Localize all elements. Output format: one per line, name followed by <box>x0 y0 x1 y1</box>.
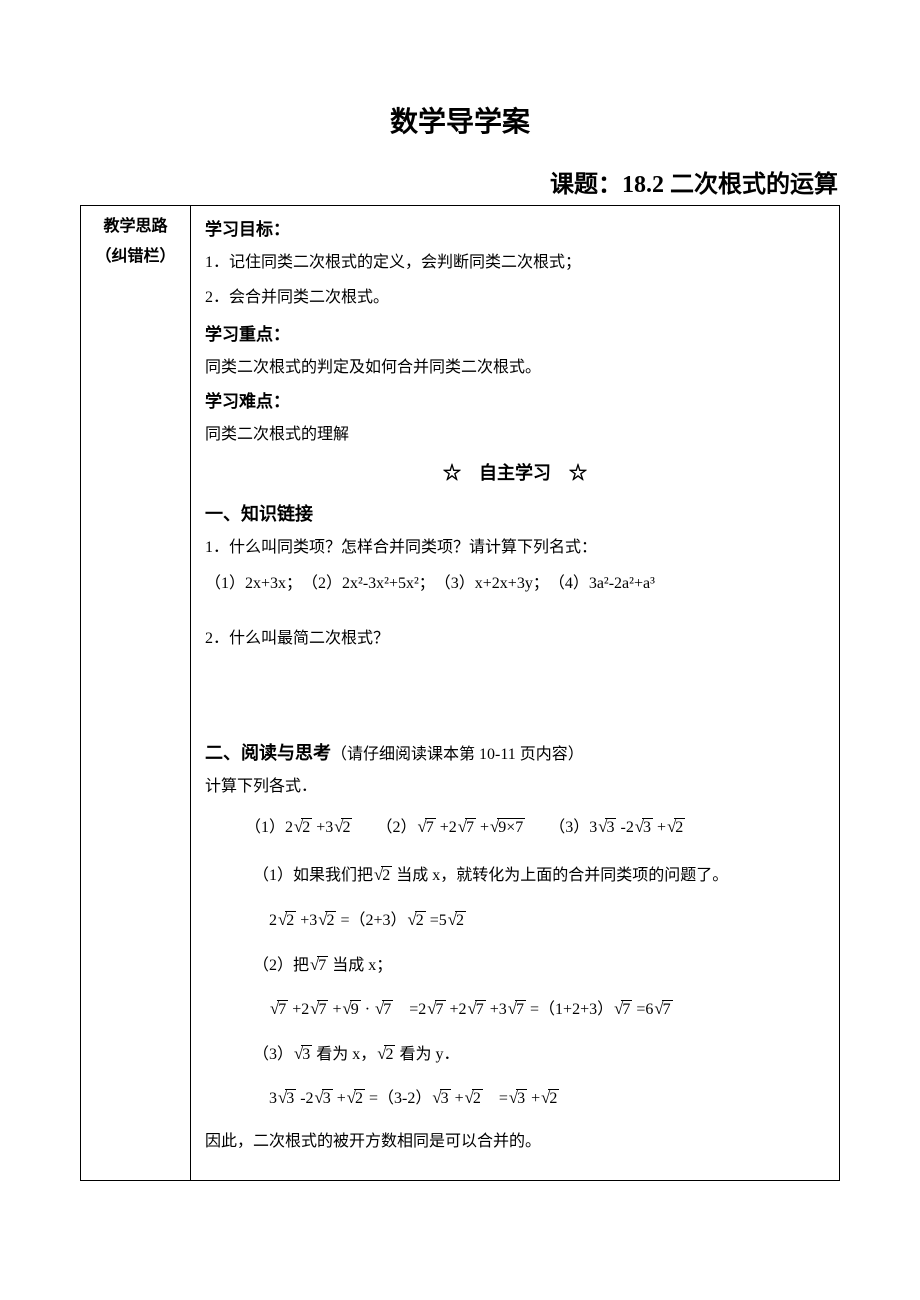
left-line1: 教学思路 <box>91 212 180 242</box>
step3-text-b: 看为 x， <box>316 1046 376 1063</box>
conclusion: 因此，二次根式的被开方数相同是可以合并的。 <box>205 1127 825 1157</box>
step2-text-a: （2）把 <box>253 957 309 974</box>
section1-head: 一、知识链接 <box>205 497 825 531</box>
objective-1: 1．记住同类二次根式的定义，会判断同类二次根式； <box>205 248 825 278</box>
eq3: 33 -23 +2 =（3-2）3 +2 =3 +2 <box>269 1080 825 1117</box>
left-column: 教学思路 （纠错栏） <box>81 206 191 1181</box>
step2-line: （2）把7 当成 x； <box>253 949 825 981</box>
objectives-head: 学习目标： <box>205 214 825 246</box>
section1-q2: 2．什么叫最简二次根式？ <box>205 624 825 654</box>
section2-intro: 计算下列各式． <box>205 772 825 802</box>
step1-line: （1）如果我们把2 当成 x，就转化为上面的合并同类项的问题了。 <box>253 859 825 891</box>
focus-head: 学习重点： <box>205 319 825 351</box>
section2-head-line: 二、阅读与思考（请仔细阅读课本第 10-11 页内容） <box>205 736 825 770</box>
step3-text-a: （3） <box>253 1046 293 1063</box>
section2-head: 二、阅读与思考 <box>205 743 331 763</box>
section1-q1: 1．什么叫同类项？怎样合并同类项？请计算下列名式： <box>205 533 825 563</box>
step3-line: （3）3 看为 x，2 看为 y． <box>253 1038 825 1070</box>
section2-note: （请仔细阅读课本第 10-11 页内容） <box>331 746 584 763</box>
problems-line: （1）22 +32 （2）7 +27 +9×7 （3）33 -23 +2 <box>245 811 825 843</box>
difficulty-head: 学习难点： <box>205 386 825 418</box>
difficulty-text: 同类二次根式的理解 <box>205 420 825 450</box>
focus-text: 同类二次根式的判定及如何合并同类二次根式。 <box>205 353 825 383</box>
section1-items: （1）2x+3x； （2）2x²-3x²+5x²； （3）x+2x+3y； （4… <box>205 569 825 599</box>
step3-text-c: 看为 y． <box>399 1046 459 1063</box>
content-table: 教学思路 （纠错栏） 学习目标： 1．记住同类二次根式的定义，会判断同类二次根式… <box>80 205 840 1181</box>
eq2: 7 +27 +9 · 7 =27 +27 +37 =（1+2+3）7 =67 <box>269 991 825 1028</box>
right-column: 学习目标： 1．记住同类二次根式的定义，会判断同类二次根式； 2．会合并同类二次… <box>191 206 840 1181</box>
page-subtitle: 课题：18.2 二次根式的运算 <box>80 164 840 199</box>
step1-text-a: （1）如果我们把 <box>253 867 373 884</box>
left-line2: （纠错栏） <box>91 242 180 272</box>
objective-2: 2．会合并同类二次根式。 <box>205 283 825 313</box>
step2-text-b: 当成 x； <box>332 957 392 974</box>
eq1: 22 +32 =（2+3）2 =52 <box>269 902 825 939</box>
step1-text-b: 当成 x，就转化为上面的合并同类项的问题了。 <box>396 867 728 884</box>
page-title: 数学导学案 <box>80 100 840 140</box>
selfstudy-heading: ☆ 自主学习 ☆ <box>205 456 825 490</box>
